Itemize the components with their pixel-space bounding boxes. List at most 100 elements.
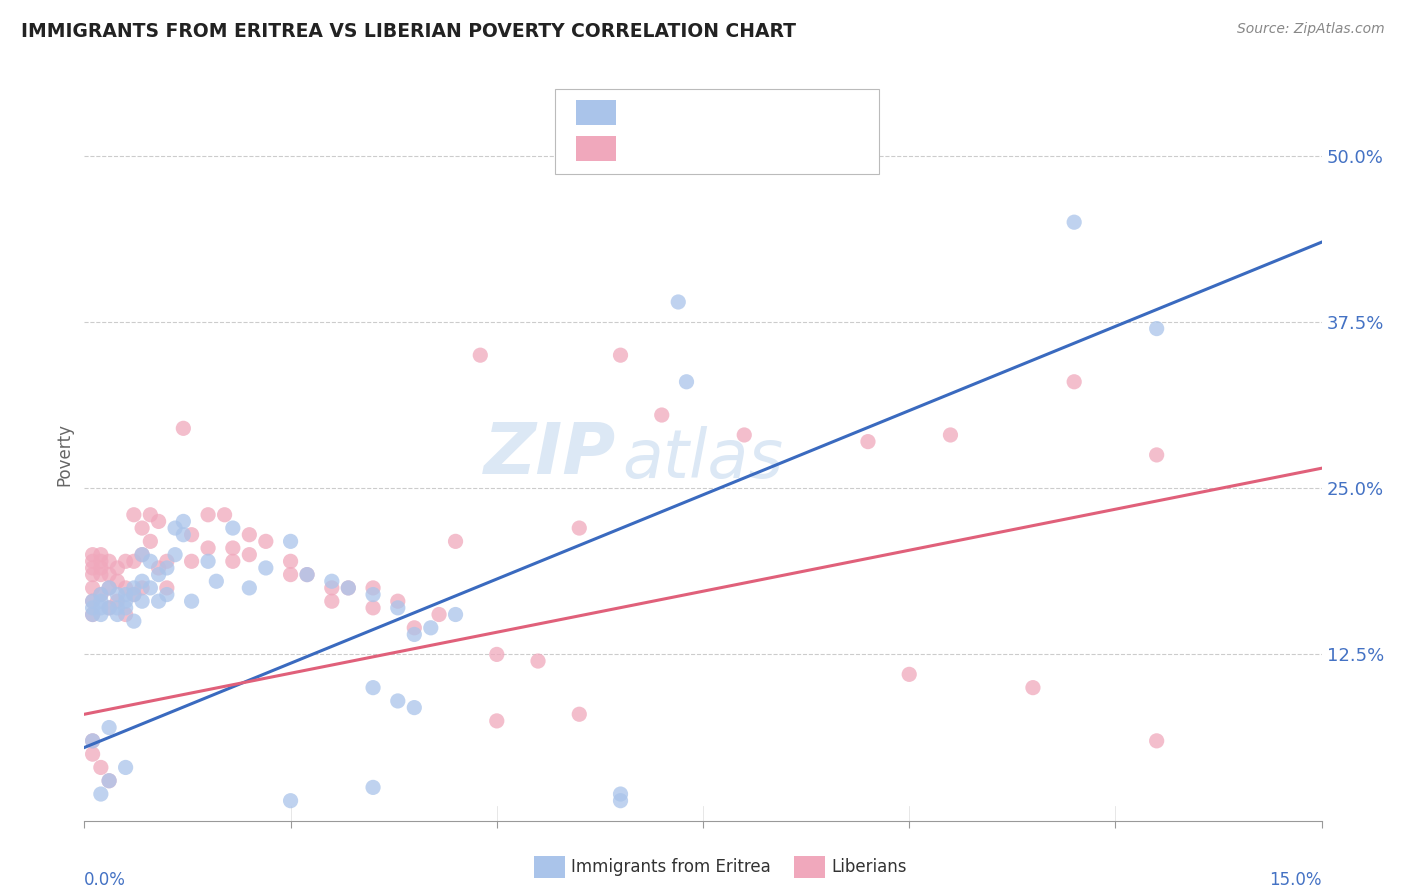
Point <box>361 581 384 595</box>
Point <box>165 548 187 562</box>
Point <box>98 773 121 788</box>
Point <box>387 694 409 708</box>
Point <box>105 561 128 575</box>
Point <box>222 521 245 535</box>
Text: 15.0%: 15.0% <box>1270 871 1322 889</box>
Point <box>90 561 112 575</box>
Point <box>1146 321 1168 335</box>
Point <box>90 600 112 615</box>
Point <box>609 787 631 801</box>
Point <box>222 554 245 568</box>
Point <box>82 554 104 568</box>
Point <box>148 515 170 529</box>
Point <box>238 548 260 562</box>
Point <box>156 588 179 602</box>
Point <box>90 787 112 801</box>
Point <box>180 527 202 541</box>
Point <box>139 534 162 549</box>
Point <box>148 594 170 608</box>
Point <box>404 700 426 714</box>
Point <box>122 614 145 628</box>
Point <box>939 428 962 442</box>
Point <box>139 508 162 522</box>
Point <box>205 574 228 589</box>
Y-axis label: Poverty: Poverty <box>55 424 73 486</box>
Point <box>321 594 343 608</box>
Point <box>90 607 112 622</box>
Point <box>90 588 112 602</box>
Point <box>131 581 153 595</box>
Point <box>90 594 112 608</box>
Point <box>419 621 441 635</box>
Point <box>165 521 187 535</box>
Point <box>180 554 202 568</box>
Point <box>172 421 194 435</box>
Point <box>90 567 112 582</box>
Point <box>651 408 673 422</box>
Point <box>197 554 219 568</box>
Point <box>131 521 153 535</box>
Text: atlas: atlas <box>623 425 783 491</box>
Text: Immigrants from Eritrea: Immigrants from Eritrea <box>571 858 770 876</box>
Point <box>98 581 121 595</box>
Point <box>131 574 153 589</box>
Point <box>114 594 136 608</box>
Point <box>238 581 260 595</box>
Point <box>122 581 145 595</box>
Point <box>131 548 153 562</box>
Text: N = 64: N = 64 <box>756 104 824 122</box>
Point <box>98 721 121 735</box>
Point <box>387 594 409 608</box>
Text: IMMIGRANTS FROM ERITREA VS LIBERIAN POVERTY CORRELATION CHART: IMMIGRANTS FROM ERITREA VS LIBERIAN POVE… <box>21 22 796 41</box>
Point <box>82 581 104 595</box>
Point <box>82 600 104 615</box>
Point <box>1063 215 1085 229</box>
Point <box>156 554 179 568</box>
Point <box>254 561 277 575</box>
Point <box>180 594 202 608</box>
Point <box>122 588 145 602</box>
Text: ZIP: ZIP <box>484 420 616 490</box>
Point <box>1022 681 1045 695</box>
Point <box>222 541 245 555</box>
Point <box>197 541 219 555</box>
Point <box>280 554 302 568</box>
Point <box>733 428 755 442</box>
Point <box>666 295 689 310</box>
Point <box>114 607 136 622</box>
Point <box>295 567 318 582</box>
Point <box>280 534 302 549</box>
Point <box>105 574 128 589</box>
Point <box>82 567 104 582</box>
Point <box>387 600 409 615</box>
Point <box>90 548 112 562</box>
Point <box>82 734 104 748</box>
Point <box>82 607 104 622</box>
Point <box>337 581 360 595</box>
Point <box>90 588 112 602</box>
Point <box>90 554 112 568</box>
Point <box>609 348 631 362</box>
Point <box>98 773 121 788</box>
Point <box>156 581 179 595</box>
Point <box>254 534 277 549</box>
Point <box>470 348 492 362</box>
Point <box>485 714 508 728</box>
Point <box>82 594 104 608</box>
Point <box>321 581 343 595</box>
Point <box>82 548 104 562</box>
Point <box>238 527 260 541</box>
Point <box>361 681 384 695</box>
Point <box>98 600 121 615</box>
Point <box>105 588 128 602</box>
Point <box>114 554 136 568</box>
Point <box>148 567 170 582</box>
Point <box>131 548 153 562</box>
Text: Source: ZipAtlas.com: Source: ZipAtlas.com <box>1237 22 1385 37</box>
Point <box>131 594 153 608</box>
Point <box>114 581 136 595</box>
Point <box>105 600 128 615</box>
Point <box>337 581 360 595</box>
Text: R = 0.383: R = 0.383 <box>630 140 728 158</box>
Point <box>114 588 136 602</box>
